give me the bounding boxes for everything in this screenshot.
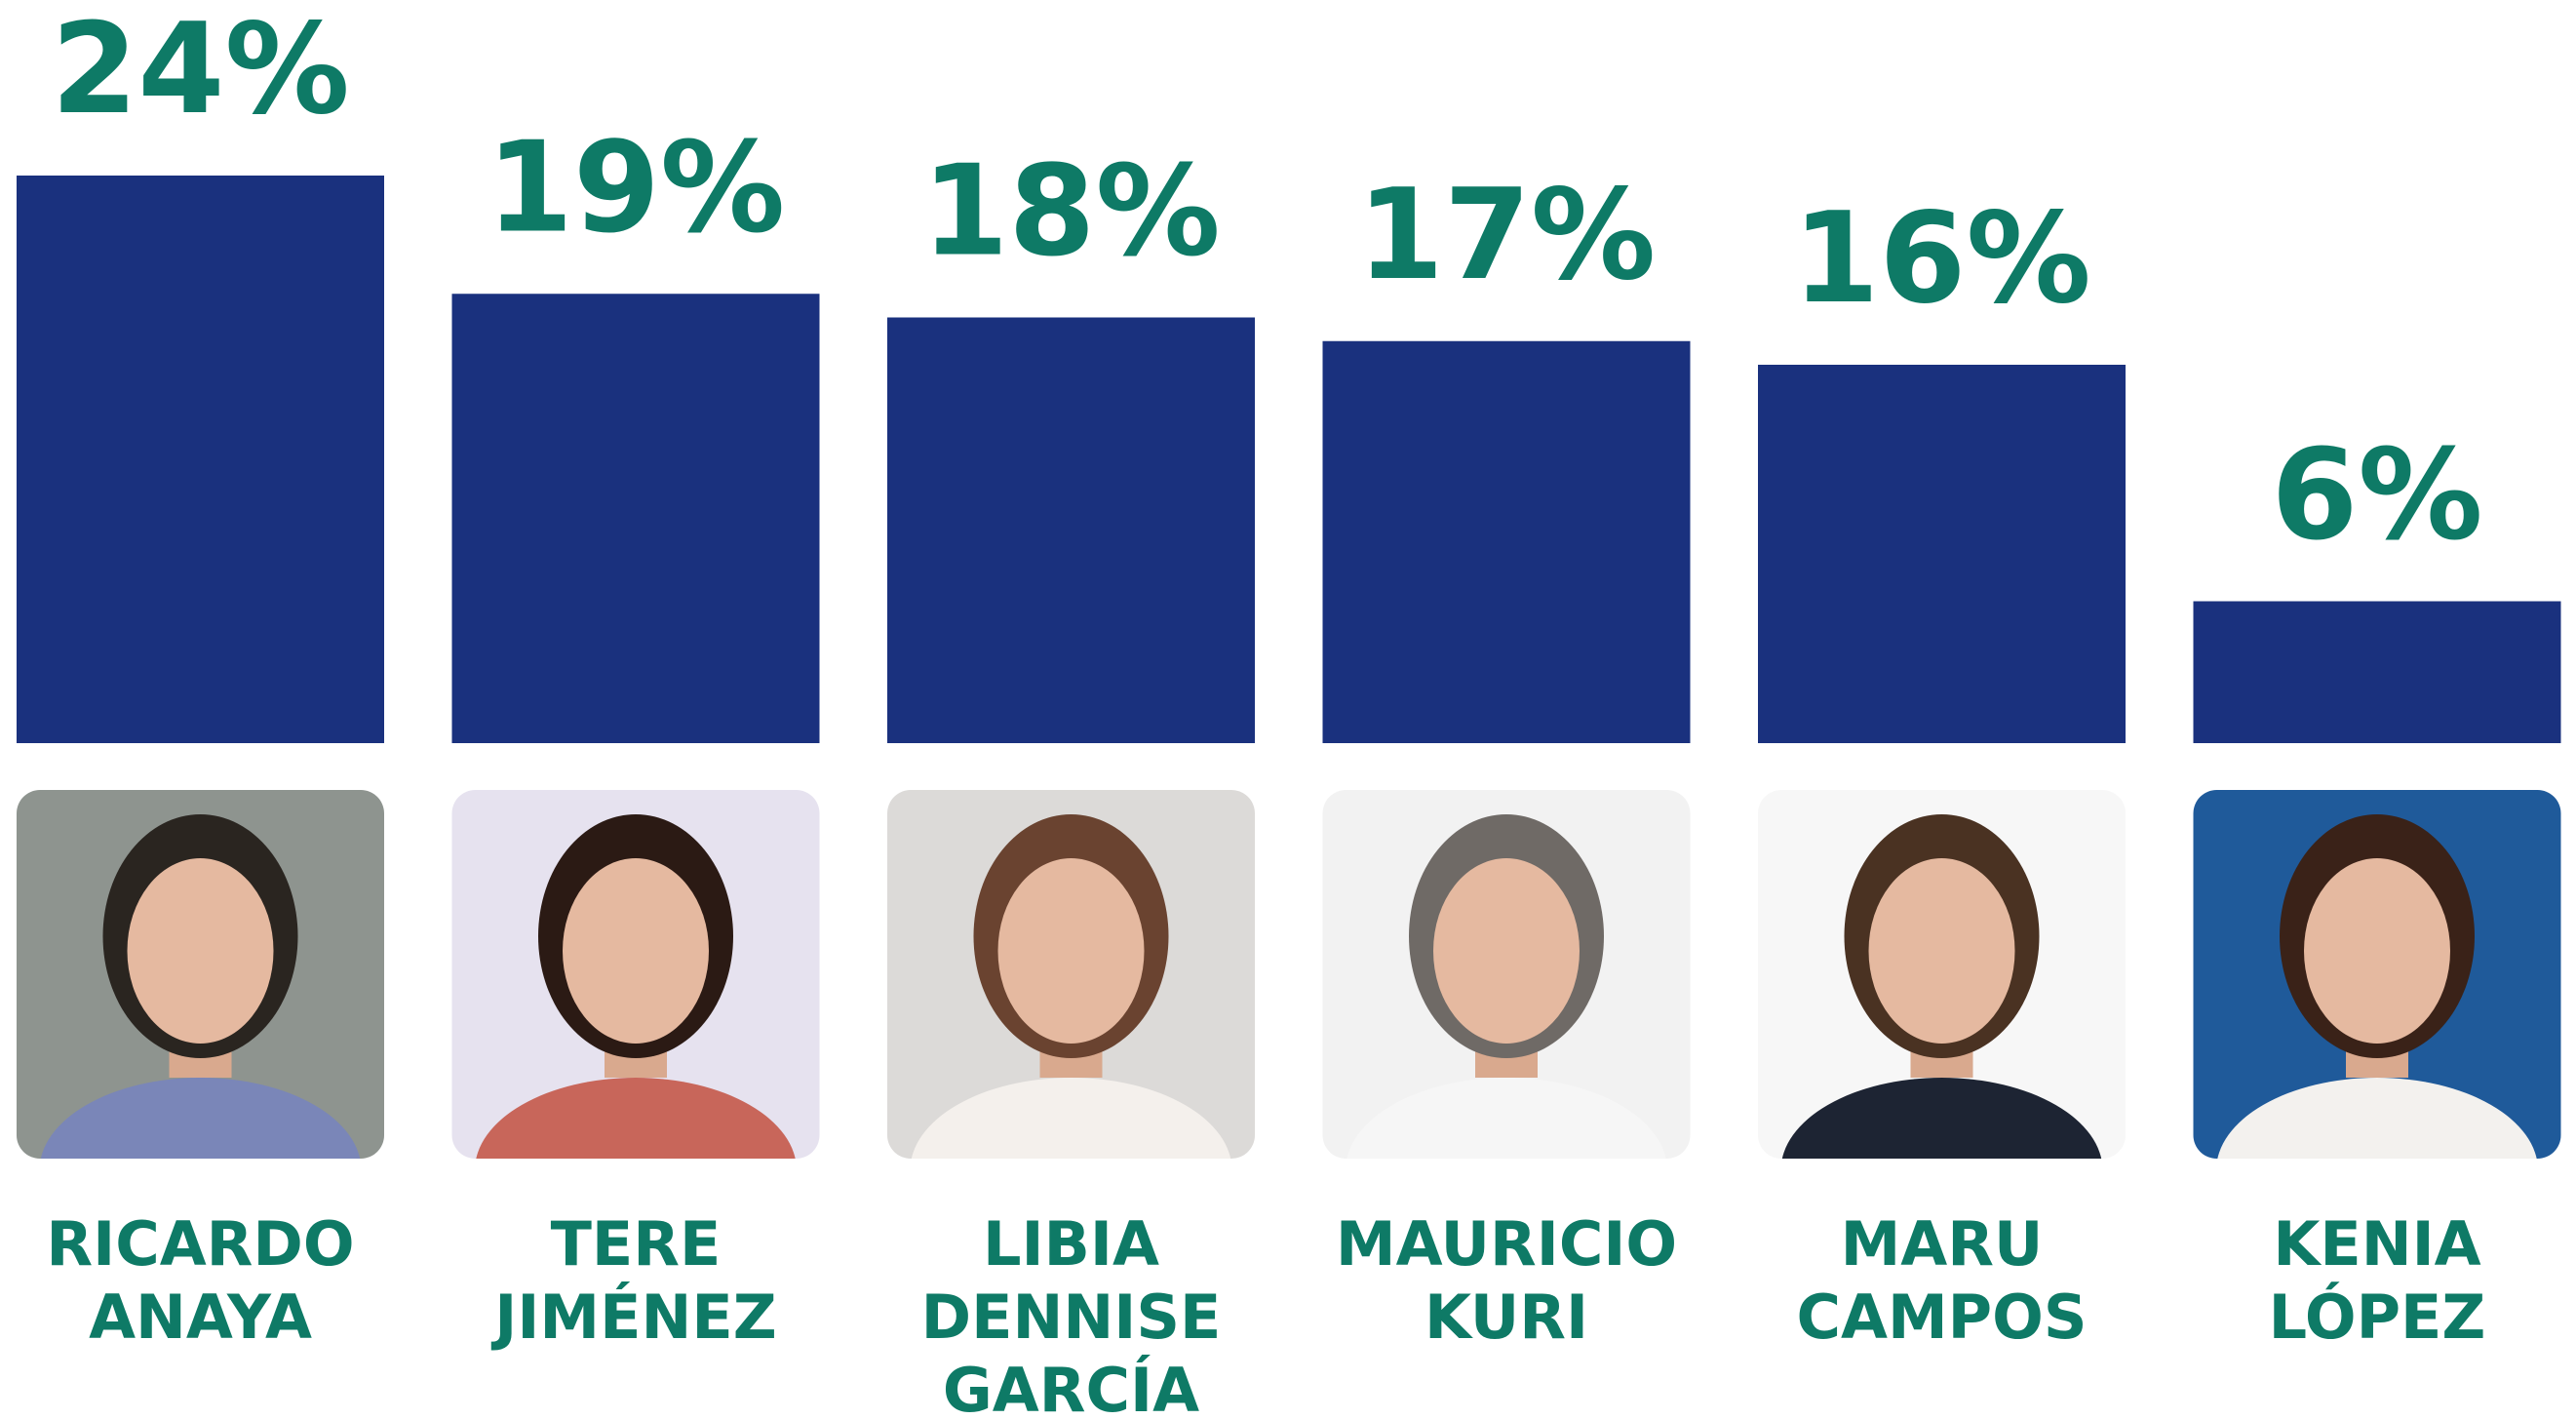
bar	[1758, 365, 2126, 743]
value-label: 16%	[1792, 186, 2090, 332]
candidate-name: LIBIA DENNISE GARCÍA	[921, 1208, 1222, 1419]
bar	[451, 294, 820, 743]
photo-content	[1758, 790, 2126, 1159]
photo-face	[997, 858, 1145, 1044]
photo-shoulders	[1780, 1078, 2103, 1159]
photo-face	[127, 858, 274, 1044]
photo-content	[17, 790, 384, 1159]
photo-content	[451, 790, 820, 1159]
value-label: 6%	[2271, 423, 2482, 569]
candidate-name: TERE JIMÉNEZ	[490, 1208, 776, 1353]
photo-shoulders	[910, 1078, 1232, 1159]
photo-shoulders	[2216, 1078, 2538, 1159]
bar	[1322, 340, 1691, 743]
candidate-photo	[451, 790, 820, 1159]
candidate-photo	[1322, 790, 1691, 1159]
value-label: 19%	[487, 115, 785, 260]
photo-face	[563, 858, 709, 1044]
photo-shoulders	[39, 1078, 362, 1159]
photo-shoulders	[475, 1078, 797, 1159]
candidate-name: MARU CAMPOS	[1797, 1208, 2088, 1353]
photo-face	[1433, 858, 1580, 1044]
candidate-name: KENIA LÓPEZ	[2269, 1208, 2486, 1353]
candidate-photo	[2193, 790, 2561, 1159]
value-label: 17%	[1357, 163, 1656, 308]
photo-face	[1868, 858, 2015, 1044]
value-label: 18%	[921, 139, 1220, 285]
candidate-name: MAURICIO KURI	[1336, 1208, 1677, 1353]
photo-content	[2193, 790, 2561, 1159]
photo-shoulders	[1346, 1078, 1667, 1159]
candidate-photo	[1758, 790, 2126, 1159]
candidate-photo	[17, 790, 384, 1159]
photo-face	[2304, 858, 2450, 1044]
bar	[2193, 601, 2561, 743]
photo-content	[1322, 790, 1691, 1159]
candidate-name: RICARDO ANAYA	[46, 1208, 354, 1353]
photo-content	[887, 790, 1255, 1159]
bar	[887, 317, 1255, 743]
value-label: 24%	[51, 0, 349, 142]
candidate-photo	[887, 790, 1255, 1159]
bar	[17, 176, 384, 743]
